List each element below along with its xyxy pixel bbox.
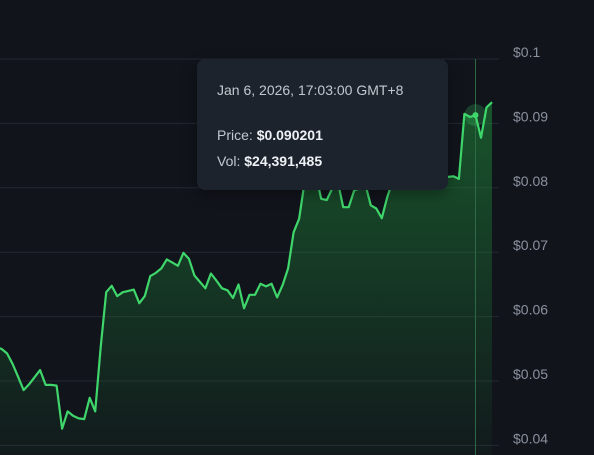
tooltip-volume-row: Vol: $24,391,485 [217,148,428,174]
y-tick-label: $0.06 [513,302,548,318]
y-tick-label: $0.07 [513,237,548,253]
y-tick-label: $0.1 [513,44,540,60]
tooltip-price-value: $0.090201 [256,127,323,143]
tooltip-price-row: Price: $0.090201 [217,122,428,148]
y-tick-label: $0.08 [513,173,548,189]
hover-marker [472,112,479,119]
tooltip-volume-label: Vol: [217,153,241,169]
tooltip-price-label: Price: [217,127,253,143]
y-tick-label: $0.05 [513,366,548,382]
y-tick-label: $0.04 [513,430,548,446]
price-area-fill [0,93,492,455]
tooltip-timestamp: Jan 6, 2026, 17:03:00 GMT+8 [217,82,404,98]
price-tooltip: Jan 6, 2026, 17:03:00 GMT+8 Price: $0.09… [197,59,448,190]
y-tick-label: $0.09 [513,108,548,124]
tooltip-volume-value: $24,391,485 [244,153,323,169]
